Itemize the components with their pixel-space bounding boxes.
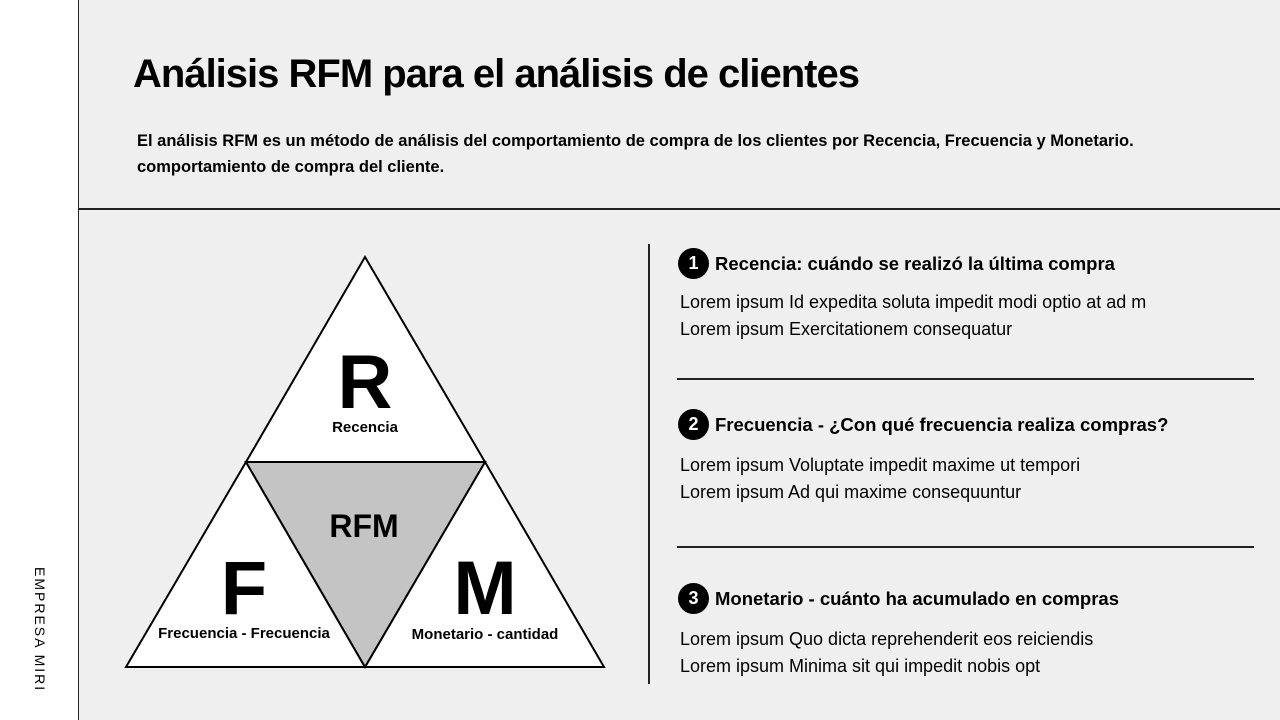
number-badge: 2 xyxy=(678,409,709,440)
page-title: Análisis RFM para el análisis de cliente… xyxy=(133,52,860,96)
f-letter: F xyxy=(221,546,267,631)
item-text: Lorem ipsum Id expedita soluta impedit m… xyxy=(680,292,1147,312)
r-letter: R xyxy=(338,340,393,425)
number-badge: 1 xyxy=(678,248,709,279)
header-divider xyxy=(79,208,1280,210)
item-divider xyxy=(677,546,1254,548)
list-item-frecuencia: 2 Frecuencia - ¿Con qué frecuencia realiz… xyxy=(678,409,1168,506)
description-line: El análisis RFM es un método de análisis… xyxy=(137,132,1134,150)
list-item-monetario: 3 Monetario - cuánto ha acumulado en comp… xyxy=(678,583,1119,680)
vertical-divider xyxy=(648,244,650,684)
item-text: Lorem ipsum Exercitationem consequatur xyxy=(680,319,1013,339)
rfm-triangle-diagram: R Recencia RFM F Frecuencia - Frecuencia… xyxy=(124,255,606,669)
item-text: Lorem ipsum Voluptate impedit maxime ut … xyxy=(680,455,1081,475)
description: El análisis RFM es un método de análisis… xyxy=(137,128,1217,180)
item-divider xyxy=(677,378,1254,380)
item-title: Frecuencia - ¿Con qué frecuencia realiza… xyxy=(715,413,1169,435)
number-badge: 3 xyxy=(678,583,709,614)
item-title: Recencia: cuándo se realizó la última co… xyxy=(715,252,1115,274)
m-letter: M xyxy=(453,546,516,631)
side-strip xyxy=(0,0,79,720)
item-title: Monetario - cuánto ha acumulado en compr… xyxy=(715,587,1119,609)
m-label: Monetario - cantidad xyxy=(412,626,559,643)
brand-name: EMPRESA MIRI xyxy=(32,567,48,693)
item-text: Lorem ipsum Minima sit qui impedit nobis… xyxy=(680,656,1041,676)
center-label: RFM xyxy=(329,508,398,544)
list-item-recencia: 1 Recencia: cuándo se realizó la última c… xyxy=(678,248,1146,343)
item-text: Lorem ipsum Ad qui maxime consequuntur xyxy=(680,482,1022,502)
center-triangle xyxy=(244,461,487,669)
item-text: Lorem ipsum Quo dicta reprehenderit eos … xyxy=(680,629,1094,649)
r-label: Recencia xyxy=(332,419,399,436)
description-line: comportamiento de compra del cliente. xyxy=(137,158,445,176)
f-label: Frecuencia - Frecuencia xyxy=(158,625,330,642)
